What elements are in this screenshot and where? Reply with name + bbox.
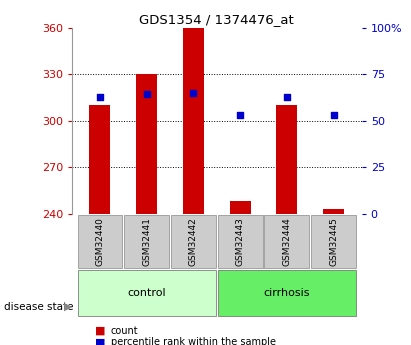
Text: cirrhosis: cirrhosis bbox=[263, 288, 310, 298]
Text: ■: ■ bbox=[95, 326, 105, 335]
Text: GSM32444: GSM32444 bbox=[282, 217, 291, 266]
Bar bbox=[124, 215, 169, 268]
Bar bbox=[218, 270, 356, 316]
Bar bbox=[276, 105, 298, 214]
Text: GSM32441: GSM32441 bbox=[142, 217, 151, 266]
Text: GSM32442: GSM32442 bbox=[189, 217, 198, 266]
Text: GSM32445: GSM32445 bbox=[329, 217, 338, 266]
Text: GSM32440: GSM32440 bbox=[95, 217, 104, 266]
Point bbox=[284, 95, 290, 100]
Bar bbox=[311, 215, 356, 268]
Text: ▶: ▶ bbox=[64, 302, 72, 312]
Text: control: control bbox=[127, 288, 166, 298]
Bar bbox=[78, 270, 216, 316]
Bar bbox=[218, 215, 263, 268]
Point bbox=[143, 92, 150, 97]
Bar bbox=[264, 215, 309, 268]
Bar bbox=[136, 74, 157, 214]
Bar bbox=[78, 215, 122, 268]
Text: count: count bbox=[111, 326, 139, 335]
Point bbox=[330, 112, 337, 117]
Bar bbox=[323, 209, 344, 214]
Bar bbox=[171, 215, 216, 268]
Point bbox=[97, 95, 103, 100]
Bar bbox=[230, 201, 251, 214]
Bar bbox=[183, 28, 204, 214]
Point bbox=[237, 112, 243, 117]
Text: ■: ■ bbox=[95, 337, 105, 345]
Bar bbox=[90, 105, 111, 214]
Point bbox=[190, 90, 197, 96]
Title: GDS1354 / 1374476_at: GDS1354 / 1374476_at bbox=[139, 13, 294, 27]
Text: disease state: disease state bbox=[4, 302, 74, 312]
Text: percentile rank within the sample: percentile rank within the sample bbox=[111, 337, 276, 345]
Text: GSM32443: GSM32443 bbox=[236, 217, 245, 266]
